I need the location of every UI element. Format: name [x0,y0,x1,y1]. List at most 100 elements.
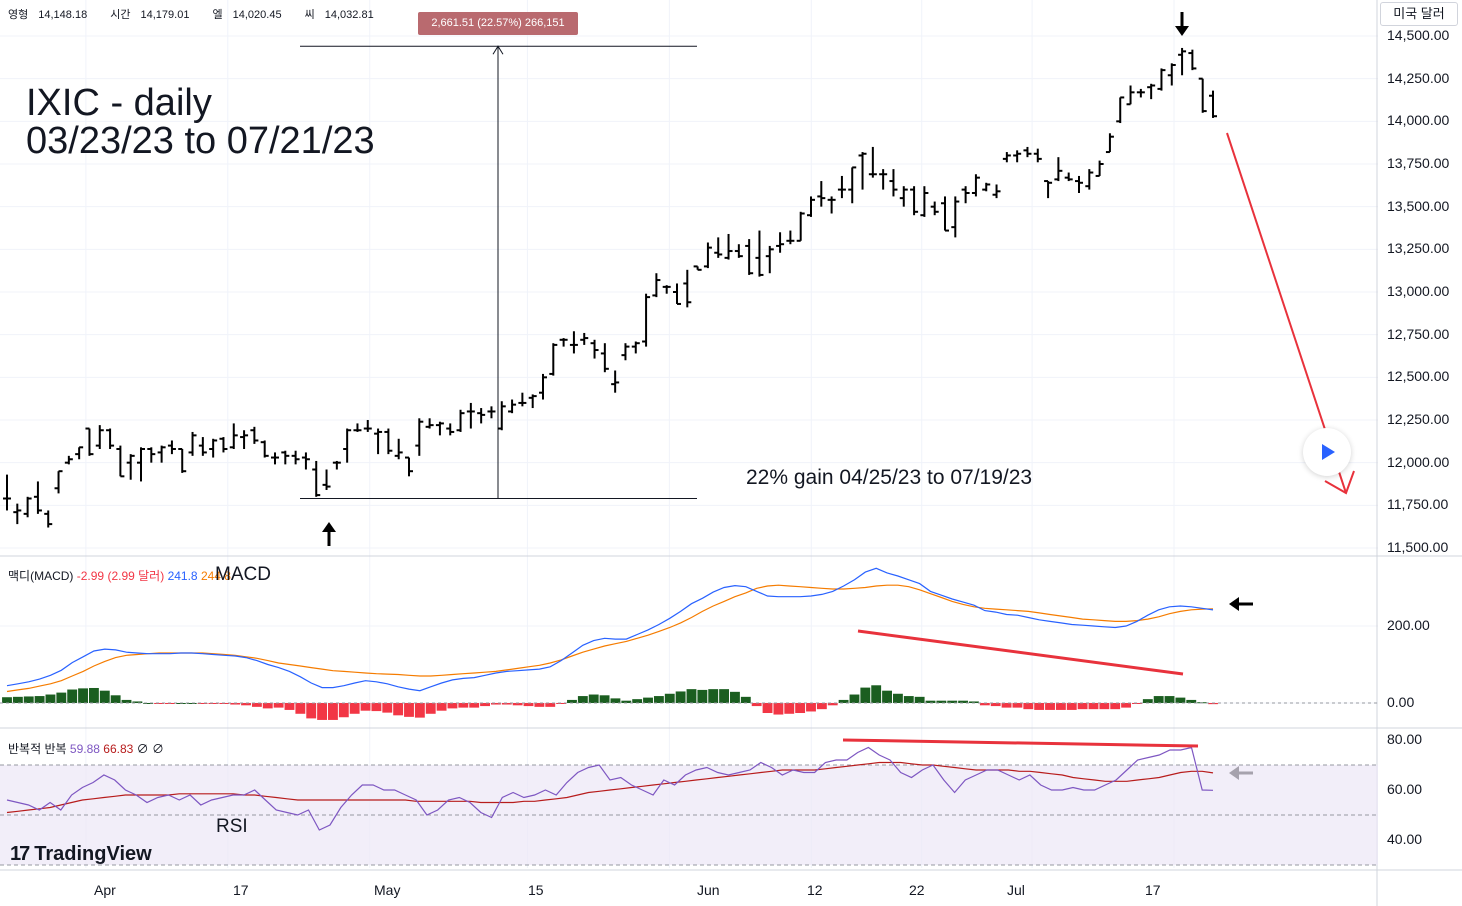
ohlc-bar [1209,90,1217,118]
macd-histogram-bar [110,695,121,703]
macd-histogram-bar [925,700,936,703]
macd-histogram-bar [78,688,88,703]
ohlc-bar [600,343,609,373]
time-tick-label: Jun [697,882,720,898]
ohlc-bar [332,460,341,470]
macd-hist-value-alt: (2.99 달러) [107,569,165,583]
price-tick-label: 14,000.00 [1387,112,1450,129]
ohlc-bar [910,186,919,216]
macd-histogram-bar [480,703,490,707]
macd-histogram-bar [990,703,1001,707]
macd-histogram-bar [969,701,979,703]
ohlc-bar [167,440,176,455]
ohlc-bar [487,406,496,419]
ohlc-bar [497,401,506,431]
ohlc-bar [137,447,145,482]
macd-histogram-bar [827,703,838,706]
macd-tick-label: 200.00 [1387,617,1430,633]
ohlc-bar [673,283,681,305]
ohlc-bar [271,452,279,465]
macd-histogram-bar [1164,696,1175,703]
ohlc-bar [363,420,372,432]
macd-tick-label: 0.00 [1387,694,1415,710]
ohlc-bar [1126,85,1135,106]
ohlc-bar [827,196,836,214]
ohlc-series [3,47,1217,528]
price-tick-label: 11,500.00 [1387,539,1449,555]
ohlc-bar [425,418,434,429]
macd-histogram-bar [262,703,273,709]
macd-histogram-bar [197,703,208,704]
macd-histogram-bar [132,701,143,703]
macd-histogram-bar [697,689,708,703]
macd-histogram-bar [99,690,110,703]
macd-histogram-bar [1055,703,1066,710]
macd-histogram-bar [653,696,664,703]
ohlc-bar [765,245,774,274]
price-tick-label: 13,250.00 [1387,240,1450,257]
macd-histogram-bar [328,703,338,720]
macd-histogram-bar [1208,703,1218,705]
ohlc-bar [1116,96,1125,124]
ohlc-bar [642,293,651,347]
chart-title-line1: IXIC - daily [26,82,212,124]
ohlc-bar [796,211,805,242]
scroll-to-realtime-button[interactable] [1303,428,1351,476]
ohlc-bar [559,338,568,347]
measure-tool-label[interactable]: 2,661.51 (22.57%) 266,151 [418,12,578,35]
macd-histogram-bar [393,703,404,716]
ohlc-bar [899,186,908,207]
rsi-divergence-line [842,738,1199,748]
close-label: 씨 [304,9,315,21]
ohlc-bar [75,446,84,460]
macd-histogram-bar [186,703,197,704]
macd-histogram-bar [903,696,914,703]
macd-histogram-bar [2,697,12,703]
macd-signal-line [6,584,1214,693]
macd-histogram-bar [12,696,23,703]
price-tick-label: 12,000.00 [1387,453,1450,470]
chart-title-line2: 03/23/23 to 07/21/23 [26,120,375,162]
ohlc-bar [992,184,1001,199]
macd-histogram-bar [860,687,871,703]
price-tick-label: 12,250.00 [1387,411,1450,427]
ohlc-bar [508,399,517,414]
price-tick-label: 14,250.00 [1387,69,1450,86]
macd-histogram-bar [664,693,675,703]
ohlc-bar [435,421,444,436]
macd-histogram-bar [936,700,947,703]
macd-histogram-bar [1012,703,1023,708]
ohlc-bar [569,331,578,354]
macd-histogram-bar [414,703,425,718]
macd-histogram-bar [360,703,371,711]
tradingview-logo[interactable]: 17 TradingView [10,843,152,866]
ohlc-bar [260,440,269,458]
tradingview-logo-icon: 17 [10,843,30,865]
macd-histogram-bar [1186,699,1197,703]
ohlc-bar [1105,133,1114,154]
macd-histogram-bar [914,696,925,703]
macd-histogram-bar [806,703,816,712]
ohlc-bar [312,460,321,497]
macd-histogram-bar [512,703,523,706]
currency-button[interactable]: 미국 달러 [1380,2,1458,26]
macd-histogram [2,685,1218,720]
macd-histogram-bar [773,703,784,715]
high-value: 14,179.01 [140,9,190,21]
ohlc-bar [456,409,465,432]
ohlc-bar [745,239,754,275]
macd-histogram-bar [121,699,132,703]
macd-histogram-bar [871,685,882,703]
ohlc-bar [1054,157,1063,182]
ohlc-bar [817,181,826,207]
macd-histogram-bar [1034,703,1045,710]
ohlc-bar [1075,175,1083,194]
macd-histogram-bar [523,703,534,707]
ohlc-bar [1085,169,1094,190]
macd-histogram-bar [306,703,317,719]
macd-histogram-bar [295,703,306,714]
left-arrow-icon-head [1229,597,1239,611]
ohlc-bar [64,455,73,465]
macd-histogram-bar [947,700,958,703]
